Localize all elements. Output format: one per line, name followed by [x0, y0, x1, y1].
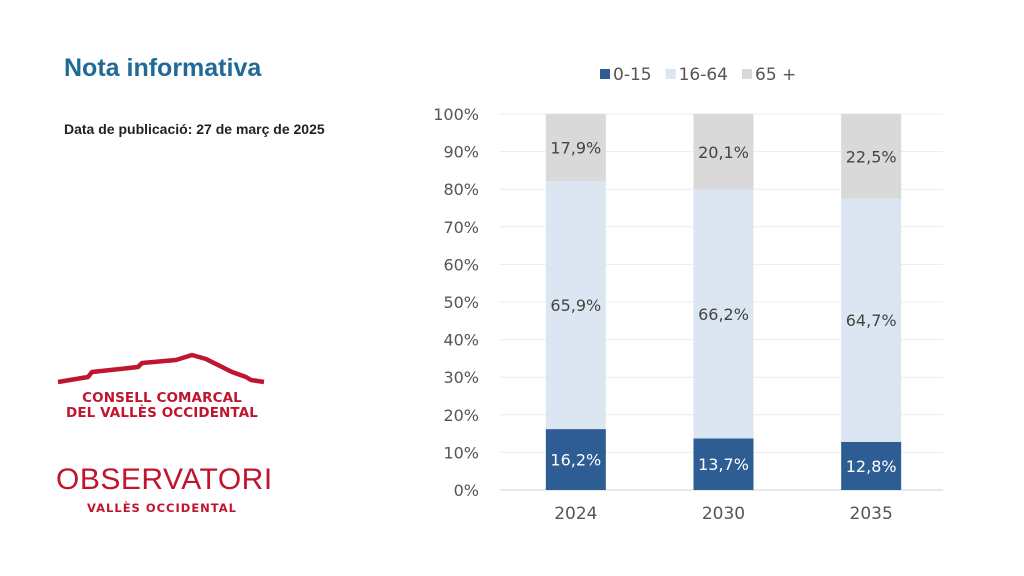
legend-swatch	[665, 69, 676, 79]
y-tick-label: 80%	[443, 180, 479, 199]
data-label: 66,2%	[698, 305, 749, 324]
mountain-icon	[57, 352, 265, 385]
data-label: 16,2%	[550, 451, 601, 470]
x-tick-label: 2035	[850, 504, 893, 524]
bar-segment-015-2030	[693, 438, 754, 490]
legend-label: 16-64	[679, 65, 728, 85]
data-label: 65,9%	[550, 296, 601, 315]
bar-segment-1664-2035	[841, 198, 902, 442]
y-tick-label: 100%	[433, 105, 479, 124]
bar-segment-65-2035	[841, 114, 902, 199]
data-label: 17,9%	[550, 139, 601, 158]
y-tick-label: 90%	[443, 143, 479, 162]
bar-segment-65-2030	[693, 114, 754, 190]
data-label: 64,7%	[846, 311, 897, 330]
y-tick-label: 70%	[443, 218, 479, 237]
legend-swatch	[742, 69, 752, 79]
observatori-subtitle: VALLÈS OCCIDENTAL	[87, 501, 237, 515]
y-tick-label: 20%	[443, 406, 479, 425]
y-tick-label: 50%	[443, 293, 479, 312]
bar-segment-1664-2024	[545, 181, 606, 430]
page-title: Nota informativa	[64, 54, 262, 82]
data-label: 20,1%	[698, 143, 749, 162]
legend-label: 65 +	[755, 65, 796, 85]
x-tick-label: 2024	[554, 504, 597, 524]
y-tick-label: 0%	[454, 481, 479, 500]
observatori-logo: OBSERVATORI VALLÈS OCCIDENTAL	[56, 462, 273, 515]
bar-segment-015-2035	[841, 441, 902, 490]
consell-line1: CONSELL COMARCAL	[82, 390, 242, 406]
data-label: 22,5%	[846, 147, 897, 166]
data-label: 13,7%	[698, 455, 749, 474]
data-label: 12,8%	[846, 457, 897, 476]
legend-label: 0-15	[613, 65, 652, 85]
publication-date: Data de publicació: 27 de març de 2025	[64, 121, 325, 137]
bar-segment-1664-2030	[693, 189, 754, 439]
x-tick-label: 2030	[702, 504, 745, 524]
y-tick-label: 10%	[443, 443, 479, 462]
bar-segment-65-2024	[545, 114, 606, 182]
consell-line2: DEL VALLÈS OCCIDENTAL	[66, 405, 258, 421]
y-tick-label: 30%	[443, 368, 479, 387]
legend-swatch	[600, 69, 610, 79]
y-tick-label: 40%	[443, 331, 479, 350]
y-tick-label: 60%	[443, 255, 479, 274]
consell-comarcal-logo: CONSELL COMARCAL DEL VALLÈS OCCIDENTAL	[56, 350, 268, 421]
observatori-wordmark: OBSERVATORI	[56, 463, 273, 496]
bar-segment-015-2024	[545, 429, 606, 490]
